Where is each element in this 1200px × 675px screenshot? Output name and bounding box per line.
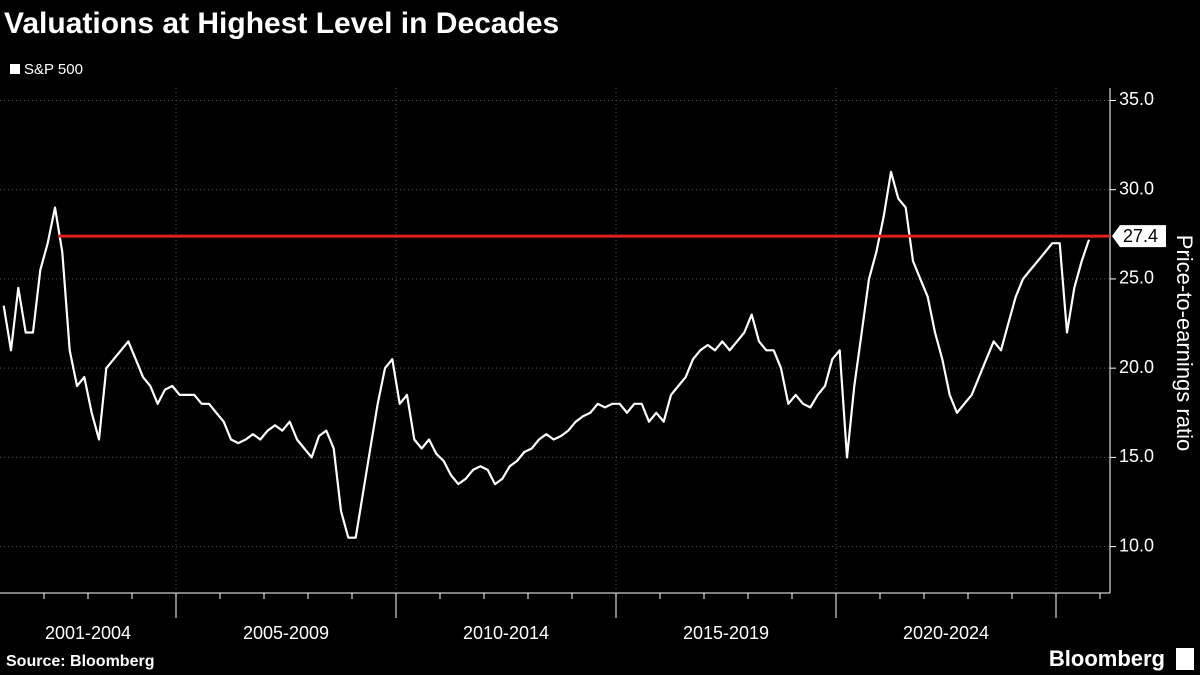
- x-tick-label: 2005-2009: [243, 623, 329, 643]
- brand: Bloomberg: [1049, 646, 1165, 671]
- y-tick-label: 10.0: [1119, 535, 1154, 555]
- x-tick-label: 2020-2024: [903, 623, 989, 643]
- legend-swatch: [10, 64, 20, 74]
- brand-icon: [1176, 648, 1194, 670]
- y-tick-label: 15.0: [1119, 446, 1154, 466]
- y-axis-title: Price-to-earnings ratio: [1172, 235, 1197, 451]
- legend-label: S&P 500: [24, 61, 83, 78]
- y-tick-label: 20.0: [1119, 357, 1154, 377]
- reference-label: 27.4: [1123, 226, 1158, 246]
- reference-label-box: [1112, 225, 1166, 248]
- source: Source: Bloomberg: [6, 653, 154, 670]
- y-tick-label: 25.0: [1119, 268, 1154, 288]
- x-tick-label: 2015-2019: [683, 623, 769, 643]
- x-tick-label: 2001-2004: [45, 623, 131, 643]
- y-tick-label: 35.0: [1119, 89, 1154, 109]
- series-line: [2, 170, 1091, 539]
- y-tick-label: 30.0: [1119, 178, 1154, 198]
- chart-title: Valuations at Highest Level in Decades: [4, 7, 559, 40]
- x-tick-label: 2010-2014: [463, 623, 549, 643]
